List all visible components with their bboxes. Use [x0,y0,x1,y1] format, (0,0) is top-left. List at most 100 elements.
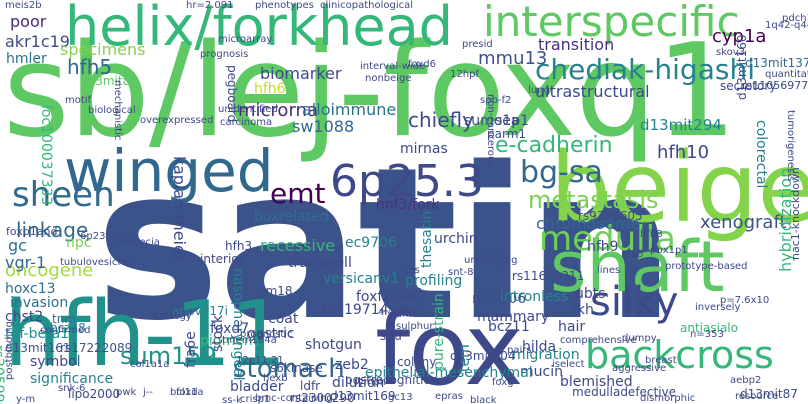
word: antiasialo [680,321,738,335]
word: presid [462,39,493,50]
word: sumo1p1 [464,113,530,129]
word: kaplan-meier [170,156,189,262]
word: bcz18 [50,321,86,335]
word: ldfr [300,379,321,393]
word: metastasis [528,186,659,214]
word: sw1088 [292,117,355,136]
word: hmler [6,51,47,67]
word: medulla [539,219,676,259]
word: fkh [572,302,594,318]
word: prognosis [200,49,249,60]
word: rs719714 [322,302,389,318]
word: mir-506 [472,291,527,307]
word: pbx1p1 [650,245,688,256]
word: lipo2000 [68,387,121,401]
word: beige [550,132,808,244]
word: prototype-based [665,261,748,272]
word: linkage [16,218,89,242]
word: npc [66,235,92,251]
word: motif [65,95,92,106]
word: rs2300290 [290,391,355,404]
word: 12hpf [450,69,479,80]
word: snt-8 [448,267,474,278]
word: clinicopathological [320,0,414,11]
word: epithelial-mesenchymal [365,365,533,381]
word: versicanv1 [323,271,400,287]
word: mmu13 [478,48,548,69]
word: cyp1a [712,26,767,47]
word: pwk [116,387,137,398]
word: e-cadherin [495,133,613,158]
word: tubulovesicles [60,257,132,268]
word: zeb2 [335,357,369,373]
word: hfh5 [67,55,113,79]
word: unidentified [218,104,278,115]
word: sum159 [120,342,217,370]
word: chromosome [536,214,640,233]
word: hr=2.091 [186,0,234,11]
word: mirnas [400,141,448,157]
word: specimens [60,40,146,59]
word: mammary [477,309,550,325]
word: lymph [355,377,387,388]
word: breast [645,355,677,366]
word: y-m [16,394,36,404]
word: nm18 [258,284,293,298]
word: recessive [260,236,336,255]
word: biomarker [260,64,342,83]
word: 4.41x10 [378,307,419,318]
word: microrna [238,100,318,121]
word: rs17222089 [60,341,133,355]
word: colony [397,355,437,369]
word: rs11056977 [742,79,808,92]
word: tgf-beta1 [5,326,70,342]
word: gastric [247,326,295,342]
word: foxd6 [408,59,436,70]
word: postbinding [4,321,15,380]
word: intronless [500,289,569,305]
word: d13mit87 [740,387,798,401]
word: overexpressed [140,115,214,126]
word: iselect [552,359,585,370]
word: hfh3 [225,239,253,253]
word: phenotypes [255,0,314,11]
word: bladder [230,379,284,395]
word: comprehensive [560,335,637,346]
word: tmem184a [222,335,277,346]
word: j-- [143,387,153,398]
word: pairs [507,345,532,356]
word: hfh8 [640,229,663,240]
word: snk-6 [58,383,86,394]
word: interior [200,252,244,266]
word: ss-k [222,395,242,404]
word: map [621,249,644,260]
word: colorectal [753,120,769,189]
word: foxd7 [210,321,250,337]
word: lung [528,85,550,96]
word: mechanistic [112,80,123,141]
word: dismorphic [640,393,696,404]
word: crisp1 [240,394,271,404]
word: foxg [492,377,514,388]
word: d13mit104 [450,349,516,363]
word: d13mit88 [80,74,138,88]
word: interspecific [483,0,740,46]
word: gc13 [388,392,413,403]
word: rs11699311 [512,269,585,283]
word: hfh6 [254,81,286,97]
word: hexb [263,373,288,384]
word: carcinoma [220,117,273,128]
word: strategy [150,311,192,322]
word: rs9378605 [578,209,643,223]
word: dumpy [622,333,657,344]
word: spb-f2 [480,95,512,106]
word: d13mit169 [330,389,396,403]
word: ultrastructural [535,82,650,101]
word: sulphur [396,321,434,332]
word: biological [88,105,136,116]
word: skov3 [716,47,746,58]
word: silky [590,279,679,325]
word: urchin [434,231,478,247]
